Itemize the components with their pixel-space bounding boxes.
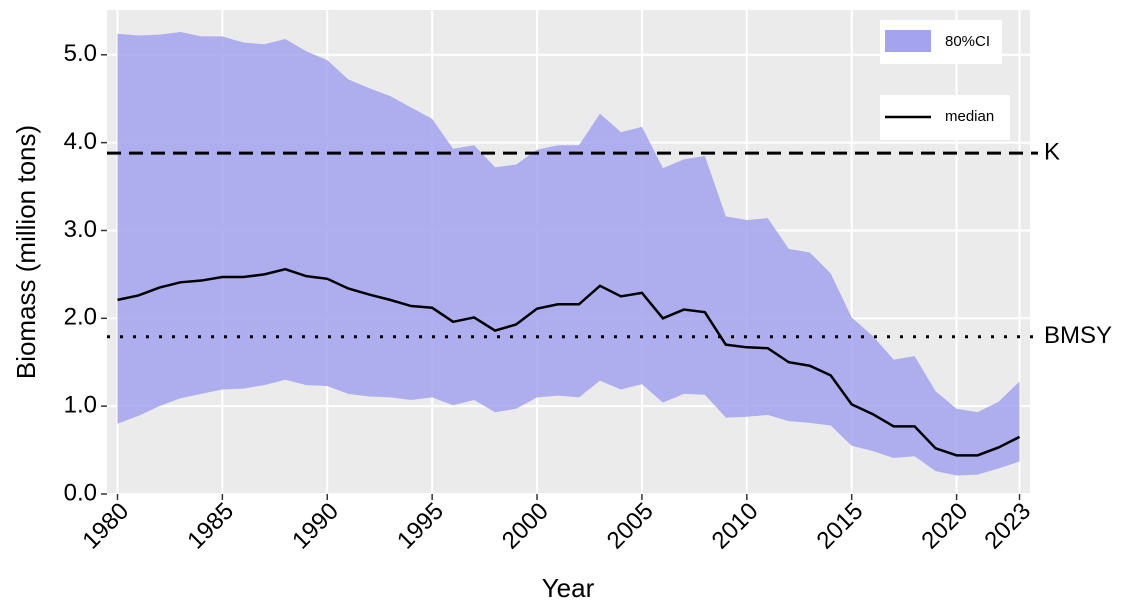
median-line bbox=[117, 267, 1021, 457]
x-tick-label: 2010 bbox=[707, 498, 764, 555]
reference-label: K bbox=[1044, 139, 1060, 166]
y-tick-label: 2.0 bbox=[64, 304, 97, 331]
x-tick-label: 1995 bbox=[392, 498, 449, 555]
y-tick-label: 0.0 bbox=[64, 479, 97, 506]
y-tick-label: 1.0 bbox=[64, 392, 97, 419]
x-tick-label: 1985 bbox=[182, 498, 239, 555]
legend-label: median bbox=[945, 108, 994, 125]
x-tick-label: 1990 bbox=[287, 498, 344, 555]
y-tick-label: 3.0 bbox=[64, 216, 97, 243]
y-axis-title: Biomass (million tons) bbox=[11, 125, 41, 379]
reference-label: BMSY bbox=[1044, 322, 1112, 349]
x-tick-label: 2023 bbox=[979, 498, 1036, 555]
x-tick-label: 2015 bbox=[812, 498, 869, 555]
y-tick-label: 4.0 bbox=[64, 128, 97, 155]
x-axis-title: Year bbox=[542, 573, 595, 603]
x-tick-label: 2000 bbox=[497, 498, 554, 555]
legend-label: 80%CI bbox=[945, 33, 990, 50]
y-tick-label: 5.0 bbox=[64, 40, 97, 67]
x-tick-label: 2005 bbox=[602, 498, 659, 555]
legend-key bbox=[885, 30, 931, 52]
ci-band bbox=[117, 31, 1020, 476]
x-tick-label: 2020 bbox=[916, 498, 973, 555]
